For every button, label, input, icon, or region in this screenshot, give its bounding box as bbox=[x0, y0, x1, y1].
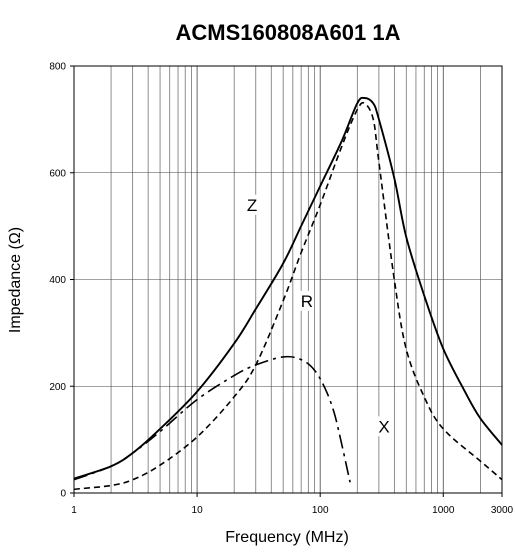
series-label-bg bbox=[377, 416, 392, 437]
x-tick-label: 1000 bbox=[432, 505, 455, 516]
x-tick-label: 10 bbox=[192, 505, 204, 516]
series-label-x: X bbox=[378, 417, 389, 436]
tick-labels: 1 10 100 1000 3000 0 200 400 600 800 bbox=[49, 62, 513, 517]
y-tick-label: 200 bbox=[49, 382, 66, 393]
series-label-bg bbox=[299, 290, 314, 311]
x-tick-label: 1 bbox=[71, 505, 77, 516]
series-layer bbox=[73, 96, 503, 491]
series-label-z: Z bbox=[247, 196, 257, 215]
series-label-bg bbox=[245, 194, 260, 215]
x-tick-label: 3000 bbox=[491, 505, 514, 516]
y-tick-label: 600 bbox=[49, 168, 66, 179]
series-line-z bbox=[73, 96, 503, 480]
series-label-r: R bbox=[301, 292, 313, 311]
grid bbox=[74, 66, 502, 493]
y-axis-label: Impedance (Ω) bbox=[7, 227, 24, 333]
curve-labels: Z R X bbox=[245, 194, 392, 437]
x-axis-label: Frequency (MHz) bbox=[225, 529, 349, 546]
chart-title: ACMS160808A601 1A bbox=[175, 20, 400, 45]
y-tick-label: 800 bbox=[49, 62, 66, 73]
y-tick-label: 0 bbox=[60, 489, 66, 500]
x-tick-label: 100 bbox=[312, 505, 329, 516]
y-tick-label: 400 bbox=[49, 275, 66, 286]
series-line-x bbox=[73, 355, 351, 483]
